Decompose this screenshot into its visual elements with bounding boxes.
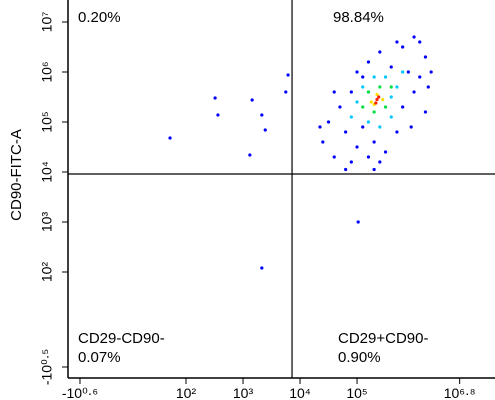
x-tick-label: 10⁴	[289, 385, 311, 400]
data-point	[374, 101, 378, 105]
data-point	[349, 90, 353, 94]
data-point	[361, 125, 365, 129]
data-point	[366, 60, 371, 64]
data-point	[389, 115, 393, 119]
data-point	[409, 125, 413, 129]
data-point	[344, 167, 348, 172]
data-point	[248, 153, 252, 157]
data-point	[366, 120, 371, 124]
data-point	[263, 128, 267, 132]
y-axis-label: CD90-FITC-A	[8, 129, 25, 221]
data-point	[412, 90, 416, 94]
data-point	[389, 85, 393, 89]
data-point	[383, 105, 388, 109]
x-tick-label: 10³	[233, 385, 254, 400]
data-point	[377, 95, 381, 99]
data-point	[375, 92, 379, 97]
data-point	[378, 160, 382, 164]
quadrant-label: 0.90%	[338, 349, 381, 366]
data-point	[395, 85, 399, 89]
data-point	[378, 125, 382, 129]
data-point	[318, 125, 322, 129]
data-point	[406, 70, 410, 74]
data-point	[213, 96, 217, 100]
y-tick-label: 10⁵	[39, 111, 55, 132]
y-tick-label: 10⁷	[39, 12, 55, 33]
x-tick-label: 10⁵	[346, 385, 367, 400]
data-point	[284, 90, 288, 94]
data-point	[389, 95, 393, 99]
data-point	[361, 75, 365, 79]
quadrant-label: CD29-CD90-	[78, 330, 165, 347]
quadrant-label: CD29+CD90-	[338, 330, 428, 347]
data-point	[260, 266, 264, 270]
data-point	[381, 97, 385, 102]
data-point	[338, 105, 342, 109]
data-point	[372, 110, 376, 114]
data-point	[361, 105, 365, 109]
data-point	[369, 100, 373, 104]
data-point	[260, 113, 264, 117]
data-point	[168, 136, 172, 140]
data-point	[401, 70, 405, 74]
data-point	[332, 155, 336, 159]
data-point	[366, 90, 371, 94]
quadrant-label: 0.20%	[78, 9, 121, 26]
data-point	[429, 70, 433, 74]
data-point	[355, 145, 359, 149]
data-point	[418, 40, 422, 44]
data-point	[366, 155, 371, 159]
data-point	[378, 85, 382, 89]
data-point	[372, 167, 376, 172]
data-point	[395, 40, 399, 44]
data-point	[401, 45, 405, 49]
data-point	[356, 220, 360, 224]
data-point	[383, 150, 388, 154]
data-point	[423, 110, 428, 114]
data-point	[326, 120, 331, 124]
data-point	[361, 85, 365, 89]
data-point	[321, 140, 325, 144]
data-point	[395, 130, 399, 134]
data-point	[216, 113, 220, 117]
data-point	[423, 55, 428, 59]
y-tick-label: 10⁶	[39, 61, 55, 82]
y-tick-label: -10⁰·⁵	[39, 349, 55, 385]
data-point	[426, 85, 430, 89]
data-point	[250, 98, 254, 102]
data-point	[355, 100, 359, 104]
data-point	[332, 90, 336, 94]
y-tick-label: 10²	[39, 262, 55, 283]
quadrant-label: 0.07%	[78, 349, 121, 366]
data-point	[401, 105, 405, 109]
y-tick-label: 10⁴	[39, 161, 55, 183]
data-point	[389, 65, 393, 69]
data-point	[286, 73, 290, 77]
data-point	[375, 97, 379, 102]
data-point	[372, 140, 376, 144]
data-point	[383, 75, 388, 79]
data-point	[344, 130, 348, 134]
x-tick-label: -10⁰·⁶	[62, 385, 98, 400]
data-point	[349, 115, 353, 119]
data-point	[378, 50, 382, 54]
quadrant-label: 98.84%	[333, 9, 384, 26]
y-tick-label: 10³	[39, 212, 55, 233]
data-point	[412, 35, 416, 39]
x-tick-label: 10²	[176, 385, 197, 400]
data-point	[355, 70, 359, 74]
data-point	[372, 75, 376, 79]
data-point	[349, 160, 353, 164]
data-point	[418, 75, 422, 79]
x-tick-label: 10⁶·⁸	[444, 385, 476, 400]
